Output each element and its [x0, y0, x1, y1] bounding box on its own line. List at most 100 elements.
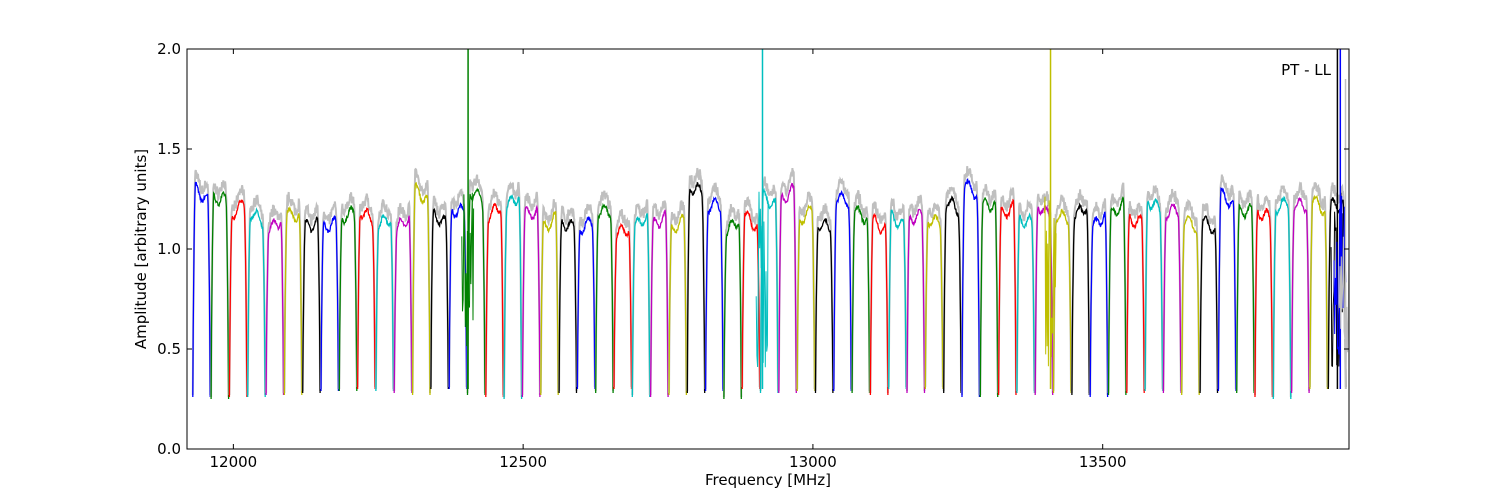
spectrum-series-channel	[320, 214, 340, 392]
reference-series-channel	[320, 201, 340, 390]
spectrum-series-channel	[265, 218, 285, 396]
reference-series-channel	[942, 186, 963, 392]
reference-series-channel	[832, 176, 853, 390]
y-tick-label: 1.5	[157, 140, 181, 158]
reference-series-channel	[1034, 191, 1054, 394]
y-axis-label: Amplitude [arbitrary units]	[132, 149, 150, 349]
series-layer	[191, 49, 1349, 400]
reference-series-channel	[356, 193, 377, 388]
spectrum-series-channel	[888, 209, 907, 390]
spectrum-series-channel	[961, 178, 981, 398]
spectrum-series-channel	[997, 198, 1017, 396]
spectrum-series-channel	[1016, 212, 1036, 394]
spectrum-series-channel	[1162, 203, 1182, 394]
reference-series-channel	[1052, 194, 1072, 392]
reference-series-channel	[924, 202, 944, 388]
spectrum-series-channel	[943, 195, 962, 394]
reference-series-channel	[283, 191, 303, 394]
spectrum-series-channel	[411, 181, 431, 396]
reference-series-channel	[906, 194, 926, 392]
spike-noise	[461, 192, 475, 347]
y-tick-label: 0.0	[157, 440, 181, 458]
reference-series-channel	[393, 199, 413, 392]
spectrum-series-channel	[1052, 208, 1072, 394]
reference-series-channel	[997, 186, 1017, 394]
spectrum-series-channel	[503, 194, 523, 400]
reference-series-channel	[1144, 184, 1164, 390]
reference-series-channel	[484, 188, 505, 396]
reference-series-channel	[411, 167, 431, 394]
reference-series-channel	[1125, 201, 1146, 392]
spectrum-series-channel	[1236, 203, 1255, 394]
spectrum-series-channel	[393, 215, 413, 394]
reference-series-channel	[466, 174, 486, 394]
spectrum-series-channel	[1254, 207, 1274, 398]
spectrum-series-channel	[759, 187, 779, 394]
reference-series-channel	[722, 204, 743, 398]
x-tick-label: 13000	[789, 453, 837, 471]
spectrum-series-channel	[778, 182, 797, 394]
reference-series-channel	[1107, 182, 1127, 394]
spectrum-series-channel	[1107, 196, 1127, 396]
spectrum-series-channel	[1071, 202, 1090, 396]
spectrum-series-channel	[283, 205, 303, 396]
x-tick-label: 12000	[210, 453, 258, 471]
spectrum-series-channel	[375, 213, 395, 392]
spectrum-series-channel	[485, 202, 504, 398]
reference-series-channel	[777, 167, 798, 392]
reference-series-channel	[210, 180, 230, 398]
spectrum-series-channel	[613, 222, 633, 390]
chart-annotation: PT - LL	[1281, 61, 1332, 79]
reference-series-channel	[851, 190, 871, 392]
y-tick-label: 0.5	[157, 340, 181, 358]
reference-series-channel	[979, 183, 999, 396]
reference-series-channel	[191, 169, 212, 396]
spectrum-series-channel	[466, 187, 486, 396]
spectrum-series-channel	[338, 205, 358, 392]
reference-series-channel	[686, 167, 706, 392]
spectrum-series-channel	[558, 218, 578, 394]
spectrum-series-channel	[631, 213, 651, 398]
spectrum-series-channel	[833, 189, 852, 392]
reference-series-channel	[869, 201, 889, 394]
reference-series-channel	[814, 203, 834, 392]
x-tick-label: 13500	[1079, 453, 1127, 471]
spectrum-series-channel	[228, 199, 248, 398]
spectrum-series-channel	[668, 213, 688, 396]
spectrum-series-channel	[1309, 194, 1329, 390]
spectrum-series-channel	[704, 196, 724, 392]
reference-series-channel	[265, 204, 285, 394]
reference-series-channel	[1235, 189, 1256, 392]
spectrum-series-channel	[1272, 195, 1292, 400]
spectrum-series-channel	[1144, 197, 1164, 392]
reference-series-channel	[301, 201, 322, 392]
spectrum-series-channel	[540, 211, 559, 396]
reference-series-channel	[246, 194, 267, 396]
reference-series-channel	[631, 199, 651, 396]
reference-series-channel	[796, 190, 816, 390]
spectrum-series-channel	[906, 208, 926, 394]
spectrum-series-channel	[924, 214, 944, 390]
reference-series-channel	[1070, 189, 1091, 394]
spectrum-series-channel	[576, 216, 596, 390]
reference-series-channel	[1180, 198, 1201, 394]
spike-noise	[1338, 236, 1349, 369]
x-axis-label: Frequency [MHz]	[705, 471, 831, 489]
reference-series-channel	[1217, 174, 1237, 390]
spectrum-series-channel	[1217, 186, 1237, 392]
reference-series-channel	[576, 203, 596, 388]
tick-layer: 12000 12500 13000 13500 0.0 0.5 1.0 1.5 2.0	[157, 40, 1349, 471]
spectrum-series-channel	[430, 207, 449, 390]
reference-series-channel	[741, 196, 761, 388]
spectrum-series-channel	[741, 210, 761, 390]
spectrum-series-channel	[247, 207, 266, 398]
reference-series-channel	[1272, 185, 1292, 398]
y-tick-label: 2.0	[157, 40, 181, 58]
spectrum-series-channel	[796, 204, 816, 392]
reference-series-channel	[887, 197, 908, 388]
spectrum-series-channel	[1181, 214, 1200, 396]
reference-series-channel	[374, 199, 395, 390]
reference-series-channel	[228, 185, 248, 396]
x-tick-label: 12500	[499, 453, 547, 471]
